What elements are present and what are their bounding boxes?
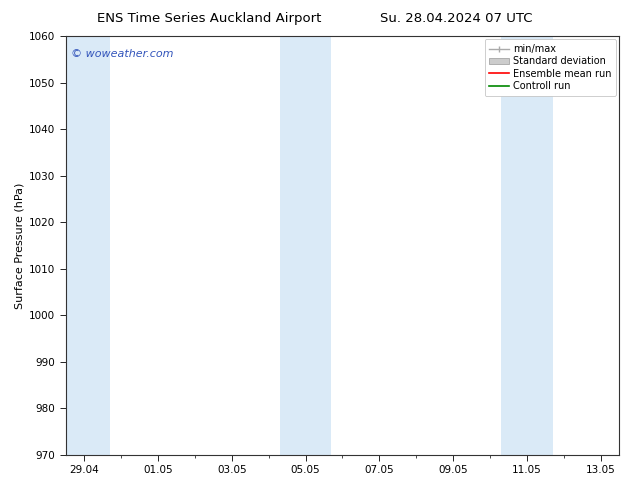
Bar <box>58 36 110 455</box>
Text: ENS Time Series Auckland Airport: ENS Time Series Auckland Airport <box>97 12 321 25</box>
Text: © woweather.com: © woweather.com <box>72 49 174 59</box>
Y-axis label: Surface Pressure (hPa): Surface Pressure (hPa) <box>15 182 25 309</box>
Bar <box>280 36 332 455</box>
Legend: min/max, Standard deviation, Ensemble mean run, Controll run: min/max, Standard deviation, Ensemble me… <box>484 39 616 96</box>
Bar <box>501 36 553 455</box>
Text: Su. 28.04.2024 07 UTC: Su. 28.04.2024 07 UTC <box>380 12 533 25</box>
